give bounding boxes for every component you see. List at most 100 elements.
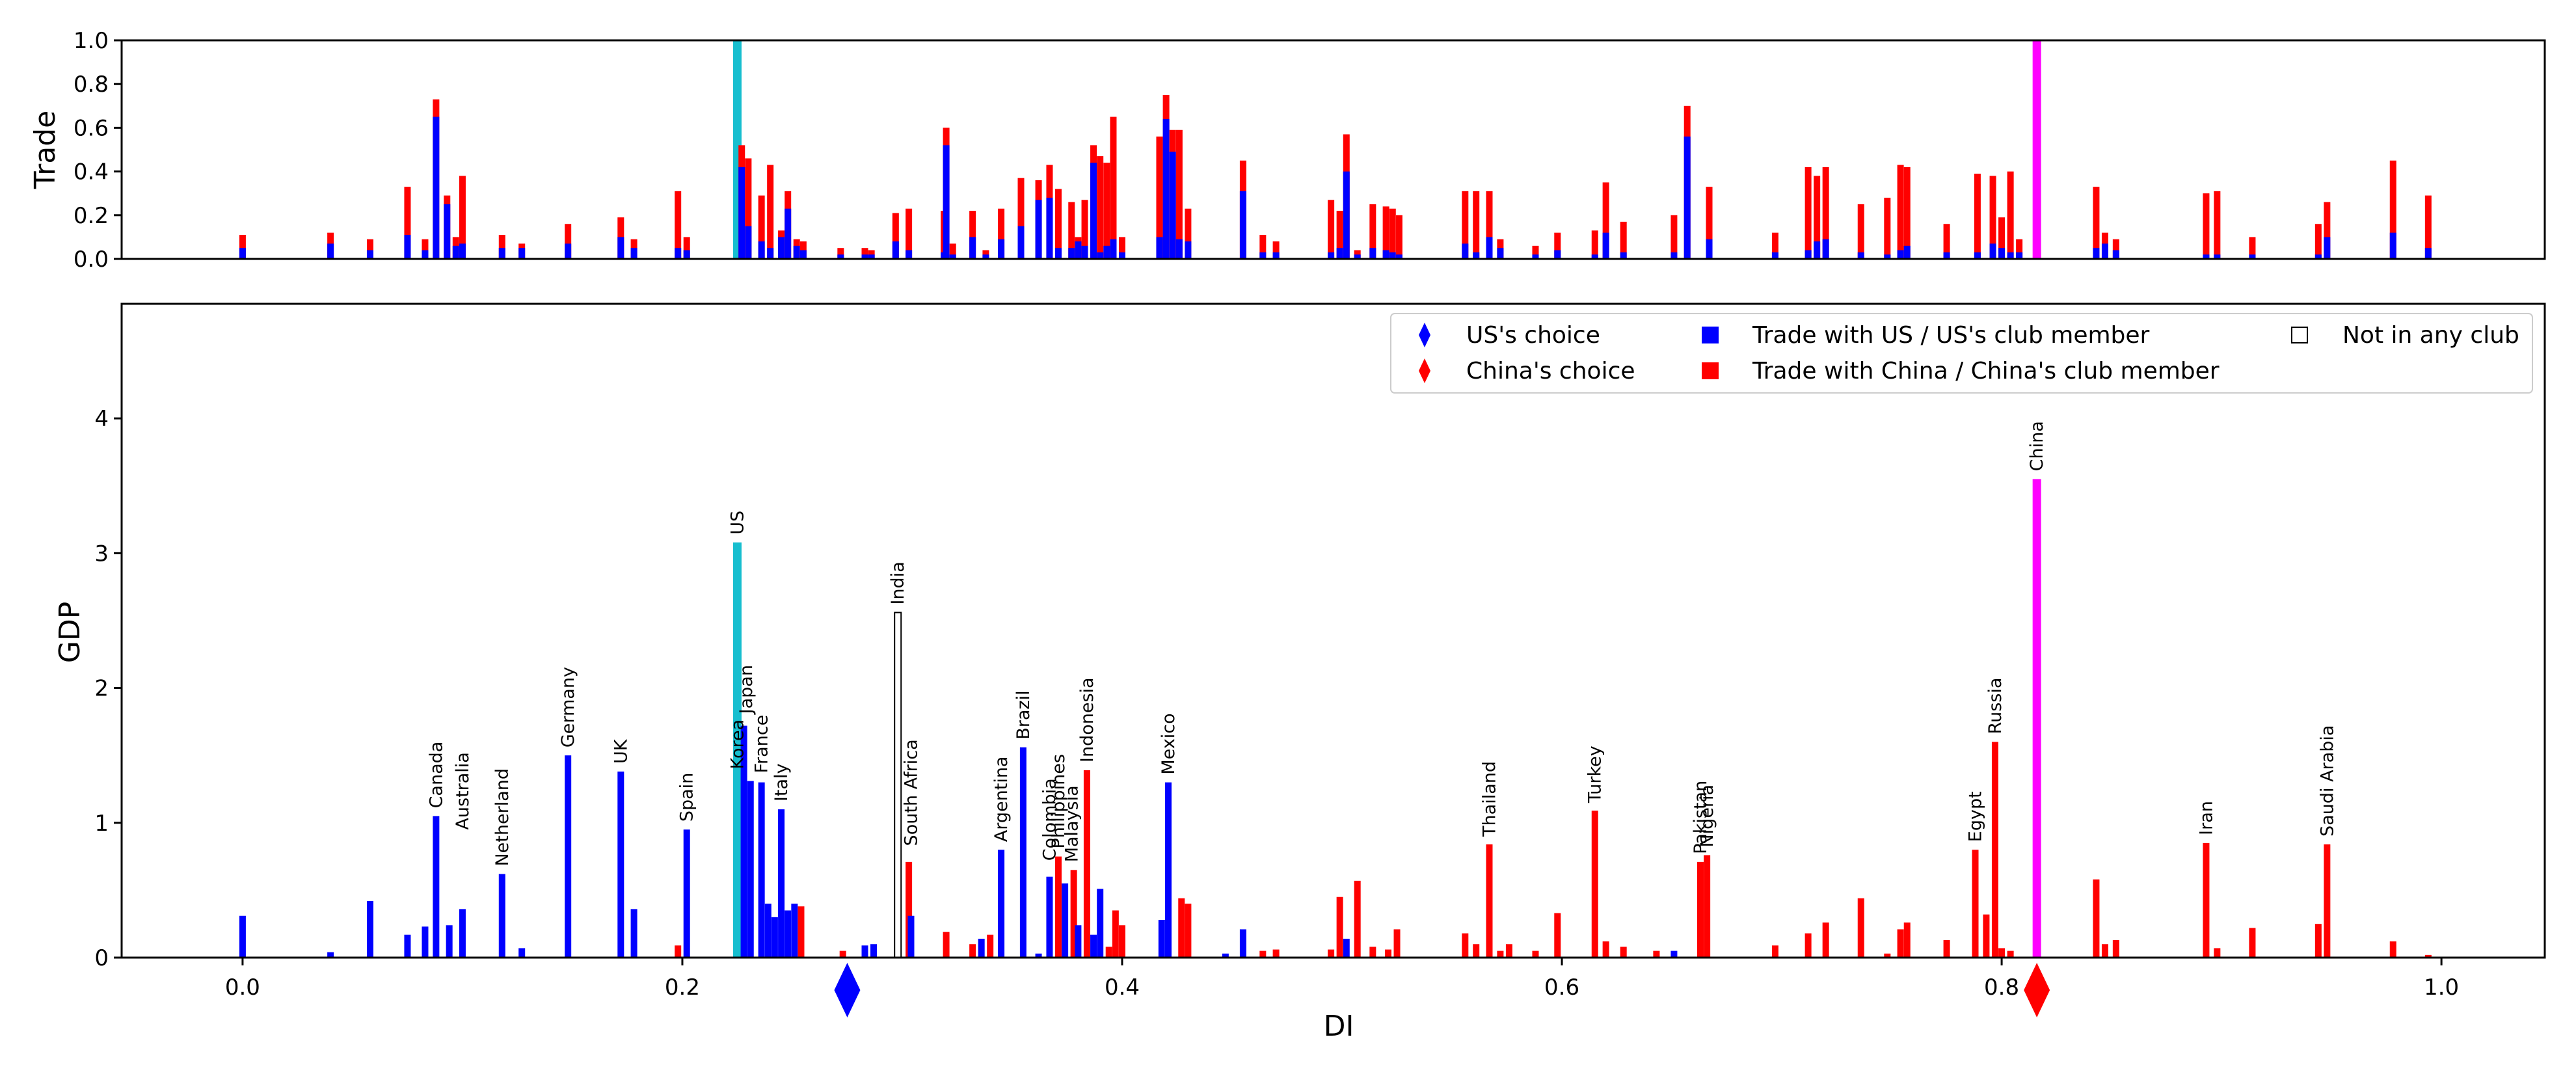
gdp-bar-66 <box>1505 944 1512 958</box>
trade-china-bar-82 <box>1903 167 1911 259</box>
legend-no-club-label: Not in any club <box>2342 322 2519 349</box>
gdp-bar-13 <box>675 945 682 958</box>
gdp-bar-57 <box>1343 938 1350 958</box>
trade-china-bar-83 <box>1943 224 1950 259</box>
trade-us-bar-27 <box>892 241 899 259</box>
trade-ytick-label-3: 0.6 <box>74 115 109 141</box>
legend-frame <box>1390 313 2533 394</box>
trade-china-bar-79 <box>1857 204 1864 259</box>
trade-us-bar-59 <box>1369 248 1376 259</box>
country-label-1: Australia <box>453 752 473 829</box>
trade-us-bar-3 <box>404 235 411 259</box>
trade-us-bar-2 <box>366 250 373 259</box>
trade-us-bar-47 <box>1156 237 1163 259</box>
trade-us-bar-44 <box>1103 245 1110 259</box>
gdp-bar-55 <box>1328 949 1335 958</box>
trade-us-bar-34 <box>998 239 1005 259</box>
country-label-5: Spain <box>677 773 697 822</box>
trade-us-bar-6 <box>444 204 451 259</box>
gdp-bar-1 <box>327 952 334 958</box>
gdp-bar-5 <box>433 816 440 958</box>
gdp-bar-8 <box>498 874 505 958</box>
gdp-bar-75 <box>1704 855 1711 958</box>
trade-china-bar-87 <box>2007 171 2014 259</box>
gdp-bar-79 <box>1857 898 1864 958</box>
trade-china-bar-86 <box>1998 217 2006 259</box>
gdp-bar-37 <box>1054 856 1062 958</box>
trade-us-bar-40 <box>1075 241 1082 259</box>
trade-us-bar-53 <box>1259 252 1267 259</box>
gdp-bar-71 <box>1620 947 1627 958</box>
gdp-xtick-label-3: 0.6 <box>1544 975 1579 1001</box>
country-label-11: Argentina <box>991 757 1012 842</box>
trade-us-bar-17 <box>745 226 752 259</box>
gdp-bar-50 <box>1185 904 1192 958</box>
gdp-bar-31 <box>978 938 985 958</box>
gdp-bar-43 <box>1097 889 1104 958</box>
trade-us-bar-30 <box>943 145 950 259</box>
gdp-bar-6 <box>446 925 453 958</box>
gdp-bar-42 <box>1090 934 1097 958</box>
gdp-bar-35 <box>1035 953 1042 958</box>
trade-y-ticks: 0.0 0.2 0.4 0.6 0.8 1.0 <box>74 28 122 273</box>
gdp-bar-15 <box>740 725 747 958</box>
trade-us-bar-68 <box>1554 250 1561 259</box>
trade-china-bar-19 <box>767 165 774 259</box>
gdp-bar-20 <box>778 809 785 958</box>
gdp-bar-19 <box>771 917 778 958</box>
gdp-bar-51 <box>1222 953 1229 958</box>
trade-ytick-label-5: 1.0 <box>74 28 109 54</box>
trade-us-bar-37 <box>1046 197 1053 259</box>
gdp-bar-24 <box>839 950 846 958</box>
gdp-bar-82 <box>1903 922 1911 958</box>
trade-china-bar-50 <box>1175 129 1183 259</box>
trade-us-bar-76 <box>1805 250 1812 259</box>
gdp-bar-48 <box>1164 782 1172 958</box>
trade-us-bar-39 <box>1068 248 1075 259</box>
gdp-bar-80 <box>1884 953 1891 958</box>
trade-us-bar-41 <box>1081 245 1088 259</box>
gdp-bar-25 <box>861 945 868 958</box>
gdp-bar-23 <box>798 906 805 958</box>
legend-trade-us-label: Trade with US / US's club member <box>1752 322 2150 349</box>
gdp-xtick-label-0: 0.0 <box>225 975 260 1001</box>
gdp-bar-98 <box>2424 954 2432 958</box>
trade-us-bar-45 <box>1110 239 1117 259</box>
gdp-y-axis-label: GDP <box>53 602 87 664</box>
country-label-2: Netherland <box>492 768 513 867</box>
trade-us-bar-87 <box>2007 252 2014 259</box>
gdp-bar-97 <box>2389 941 2396 958</box>
gdp-bar-56 <box>1336 896 1343 958</box>
trade-china-bar-14 <box>675 191 682 259</box>
country-label-hl-0: US <box>727 511 747 535</box>
trade-china-bar-91 <box>2112 239 2119 259</box>
trade-china-bar-39 <box>1068 202 1075 259</box>
gdp-bar-77 <box>1805 933 1812 958</box>
trade-china-bar-96 <box>2324 202 2331 259</box>
trade-us-bar-18 <box>758 241 765 259</box>
trade-china-bar-55 <box>1328 200 1335 259</box>
trade-us-bar-11 <box>565 243 572 259</box>
trade-china-bar-65 <box>1486 191 1493 259</box>
gdp-bar-41 <box>1083 770 1090 958</box>
trade-china-bar-64 <box>1473 191 1480 259</box>
trade-china-bar-24 <box>837 248 844 259</box>
trade-us-bar-48 <box>1162 118 1170 259</box>
trade-us-bar-5 <box>433 116 440 259</box>
trade-us-bar-21 <box>785 208 792 259</box>
trade-china-bar-88 <box>2016 239 2023 259</box>
trade-china-bar-45 <box>1110 116 1117 259</box>
country-label-19: Turkey <box>1585 746 1605 803</box>
choice-markers <box>834 963 2050 1017</box>
gdp-y-ticks: 0 1 2 3 4 <box>94 406 122 971</box>
gdp-xtick-label-1: 0.2 <box>665 975 700 1001</box>
trade-china-bar-3 <box>404 187 411 259</box>
trade-us-bar-57 <box>1343 171 1350 259</box>
trade-us-bar-94 <box>2249 254 2256 259</box>
trade-us-bar-22 <box>793 245 800 259</box>
trade-us-bar-96 <box>2324 237 2331 259</box>
gdp-highlight-bar-0 <box>732 542 742 958</box>
country-label-10: South Africa <box>901 739 921 846</box>
gdp-bar-95 <box>2314 924 2322 958</box>
gdp-ytick-label-3: 3 <box>94 541 109 567</box>
